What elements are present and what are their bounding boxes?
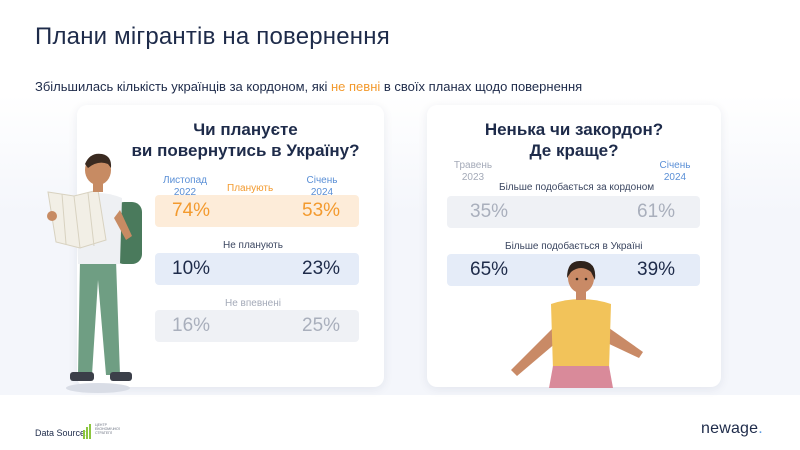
- home-vs-abroad-title: Ненька чи закордон? Де краще?: [427, 119, 721, 161]
- value-not-planning-2024: 23%: [302, 258, 341, 279]
- column-header-year: 2024: [310, 187, 334, 198]
- return-plans-card: Чи плануєте ви повернутись в Україну? Ли…: [77, 105, 384, 387]
- column-header-jan-2024: Січень 2024: [647, 160, 703, 184]
- woman-shrugging-illustration: [511, 260, 643, 388]
- value-prefer-abroad-2024: 61%: [637, 201, 676, 222]
- page-subtitle: Збільшилась кількість українців за кордо…: [35, 79, 582, 94]
- brand-logo: newage.: [701, 420, 763, 438]
- column-header-year: 2023: [461, 172, 485, 183]
- row-label-planning: Планують: [227, 183, 274, 194]
- row-label-not-planning: Не планують: [223, 240, 283, 251]
- return-plans-title-line2: ви повернутись в Україну?: [131, 141, 360, 160]
- home-vs-abroad-title-line1: Ненька чи закордон?: [484, 120, 664, 139]
- row-pill-not-planning: [155, 253, 359, 285]
- return-plans-title: Чи плануєте ви повернутись в Україну?: [107, 119, 384, 161]
- home-vs-abroad-title-line2: Де краще?: [529, 141, 619, 160]
- brand-dot: .: [758, 420, 763, 437]
- brand-name: newage: [701, 420, 759, 437]
- value-planning-2022: 74%: [172, 200, 211, 221]
- value-not-planning-2022: 10%: [172, 258, 211, 279]
- source-logo-line: ЦЕНТР: [95, 423, 107, 427]
- column-header-nov-2022: Листопад 2022: [155, 175, 215, 199]
- column-header-year: 2024: [663, 172, 687, 183]
- value-unsure-2024: 25%: [302, 315, 341, 336]
- column-header-may-2023: Травень 2023: [445, 160, 501, 184]
- row-pill-unsure: [155, 310, 359, 342]
- man-with-map-illustration: [47, 153, 142, 393]
- row-label-prefer-ukraine: Більше подобається в Україні: [505, 241, 643, 252]
- row-pill-prefer-abroad: [447, 196, 700, 228]
- subtitle-text-end: в своїх планах щодо повернення: [380, 79, 583, 94]
- value-prefer-ukraine-2024: 39%: [637, 259, 676, 280]
- value-unsure-2022: 16%: [172, 315, 211, 336]
- value-prefer-ukraine-2023: 65%: [470, 259, 509, 280]
- data-source-label: Data Source:: [35, 428, 88, 438]
- row-pill-planning: [155, 195, 359, 227]
- source-logo: ЦЕНТР ЕКОНОМІЧНОЇ СТРАТЕГІЇ: [83, 421, 123, 439]
- source-logo-text: ЦЕНТР ЕКОНОМІЧНОЇ СТРАТЕГІЇ: [95, 423, 120, 435]
- source-logo-line: ЕКОНОМІЧНОЇ: [95, 427, 120, 431]
- subtitle-text-start: Збільшилась кількість українців за кордо…: [35, 79, 331, 94]
- column-header-month: Листопад: [163, 175, 207, 186]
- value-planning-2024: 53%: [302, 200, 341, 221]
- row-label-unsure: Не впевнені: [225, 298, 281, 309]
- page-title: Плани мігрантів на повернення: [35, 23, 390, 50]
- column-header-year: 2022: [173, 187, 197, 198]
- subtitle-highlight: не певні: [331, 79, 381, 94]
- source-logo-line: СТРАТЕГІЇ: [95, 431, 113, 435]
- column-header-month: Травень: [453, 160, 493, 171]
- value-prefer-abroad-2023: 35%: [470, 201, 509, 222]
- column-header-jan-2024: Січень 2024: [292, 175, 352, 199]
- return-plans-title-line1: Чи плануєте: [193, 120, 298, 139]
- row-label-prefer-abroad: Більше подобається за кордоном: [499, 182, 655, 193]
- column-header-month: Січень: [659, 160, 691, 171]
- column-header-month: Січень: [306, 175, 338, 186]
